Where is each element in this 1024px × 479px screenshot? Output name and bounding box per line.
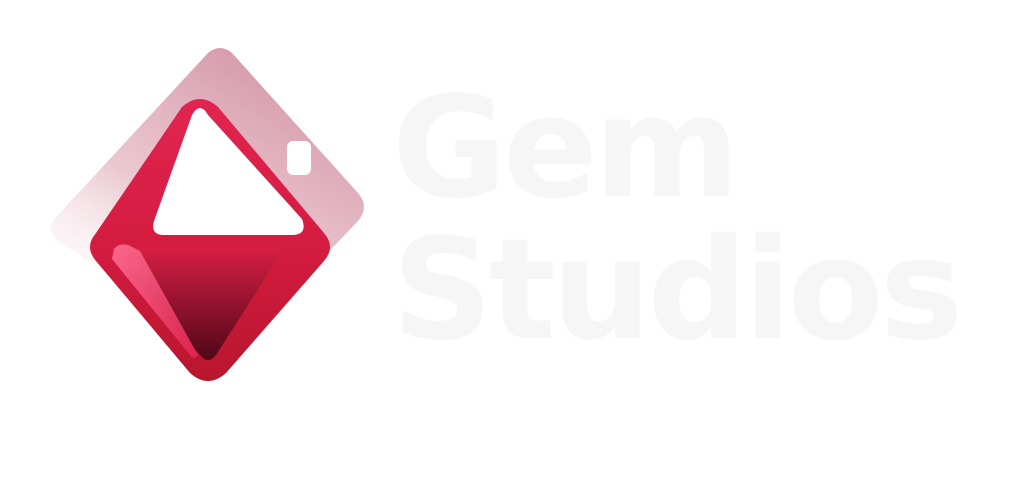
gem-lower-facet [113,247,282,360]
gem-shadow-notch [287,141,311,175]
gem-top-facet [153,108,304,235]
gem-body-shape [90,99,330,381]
brand-wordmark: Gem Studios [392,78,992,362]
gem-highlight [112,244,198,358]
brand-name-line2: Studios [392,209,963,372]
gem-diamond-icon [51,48,364,381]
brand-name-line1: Gem [392,67,740,230]
